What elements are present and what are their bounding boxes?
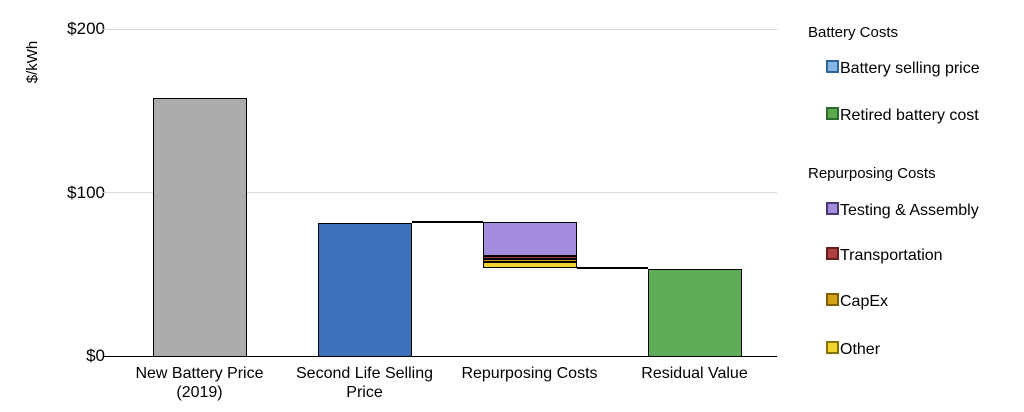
y-axis-tick-0 bbox=[103, 356, 112, 357]
x-axis-category-label: Second Life Selling Price bbox=[296, 365, 433, 401]
y-axis-tick-200 bbox=[103, 28, 112, 30]
waterfall-connector bbox=[576, 267, 648, 269]
waterfall-connector bbox=[411, 221, 483, 223]
x-axis-category-label: Residual Value bbox=[641, 365, 748, 382]
y-tick-label-0: $0 bbox=[86, 346, 105, 365]
bar-residual-value bbox=[647, 269, 742, 357]
gridline-100 bbox=[112, 192, 777, 194]
bar-segment-testing-assembly bbox=[482, 222, 577, 256]
bar-segment-other bbox=[482, 262, 577, 268]
x-axis-category-label: Repurposing Costs bbox=[461, 365, 598, 382]
bar-second-life-selling-price bbox=[317, 223, 412, 357]
x-axis-category-label: New Battery Price (2019) bbox=[135, 365, 264, 401]
bar-new-battery-price-2019 bbox=[152, 98, 247, 357]
bar-segment-transportation bbox=[482, 256, 577, 259]
gridline-200 bbox=[112, 28, 777, 30]
y-axis-tick-100 bbox=[103, 192, 112, 194]
y-tick-label-200: $200 bbox=[67, 19, 105, 38]
y-tick-label-100: $100 bbox=[67, 183, 105, 202]
bar-segment-capex bbox=[482, 259, 577, 262]
x-axis-line bbox=[111, 355, 777, 358]
